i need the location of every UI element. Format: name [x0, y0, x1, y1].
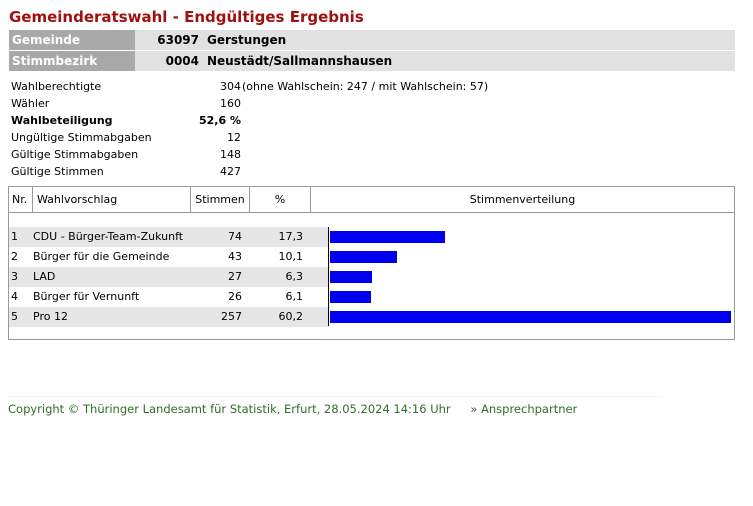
stat-label: Gültige Stimmen [11, 165, 104, 178]
col-header-percent: % [250, 187, 311, 213]
contact-link[interactable]: » Ansprechpartner [470, 402, 578, 416]
row-percent: 60,2 [278, 310, 304, 323]
stat-value: 52,6 % [199, 114, 241, 127]
row-wahlvorschlag: Pro 12 [33, 310, 68, 323]
stat-label: Wähler [11, 97, 50, 110]
stat-value: 12 [227, 131, 241, 144]
row-wahlvorschlag: Bürger für die Gemeinde [33, 250, 170, 263]
row-nr: 3 [11, 270, 18, 283]
row-percent: 17,3 [278, 230, 304, 243]
row-nr: 4 [11, 290, 18, 303]
row-wahlvorschlag: CDU - Bürger-Team-Zukunft [33, 230, 184, 243]
table-row: 2 Bürger für die Gemeinde 43 10,1 [9, 247, 329, 267]
gemeinde-name: Gerstungen [207, 33, 287, 47]
stat-value: 427 [220, 165, 241, 178]
table-row: 3 LAD 27 6,3 [9, 267, 329, 287]
col-header-wahlvorschlag: Wahlvorschlag [33, 187, 191, 213]
chart-bar [330, 231, 445, 243]
stat-label: Wahlberechtigte [11, 80, 102, 93]
row-stimmen: 74 [228, 230, 242, 243]
chart-bar [330, 251, 397, 263]
row-nr: 2 [11, 250, 18, 263]
col-header-nr: Nr. [9, 187, 33, 213]
table-row: 1 CDU - Bürger-Team-Zukunft 74 17,3 [9, 227, 329, 247]
row-stimmen: 27 [228, 270, 242, 283]
row-stimmen: 43 [228, 250, 242, 263]
row-wahlvorschlag: LAD [33, 270, 56, 283]
header-stimmbezirk: Stimmbezirk 0004 Neustädt/Sallmannshause… [9, 51, 735, 71]
gemeinde-number: 63097 [157, 33, 199, 47]
col-header-stimmenverteilung: Stimmenverteilung [311, 187, 734, 213]
stat-label: Gültige Stimmabgaben [11, 148, 139, 161]
row-percent: 10,1 [278, 250, 304, 263]
row-nr: 5 [11, 310, 18, 323]
page-title: Gemeinderatswahl - Endgültiges Ergebnis [9, 8, 364, 26]
table-row: 5 Pro 12 257 60,2 [9, 307, 329, 327]
col-header-stimmen: Stimmen [191, 187, 250, 213]
stat-value: 304 [220, 80, 241, 93]
row-percent: 6,1 [285, 290, 304, 303]
stimmbezirk-name: Neustädt/Sallmannshausen [207, 54, 393, 68]
table-row: 4 Bürger für Vernunft 26 6,1 [9, 287, 329, 307]
results-table: Nr. Wahlvorschlag Stimmen % Stimmenverte… [8, 186, 735, 340]
stimmbezirk-label: Stimmbezirk [9, 51, 135, 71]
stat-label: Ungültige Stimmabgaben [11, 131, 152, 144]
row-nr: 1 [11, 230, 18, 243]
row-stimmen: 257 [221, 310, 242, 323]
gemeinde-label: Gemeinde [9, 30, 135, 50]
chart-bar [330, 291, 371, 303]
row-stimmen: 26 [228, 290, 242, 303]
stimmbezirk-number: 0004 [165, 54, 199, 68]
stat-label: Wahlbeteiligung [11, 114, 113, 127]
copyright-text: Copyright © Thüringer Landesamt für Stat… [8, 402, 451, 416]
row-percent: 6,3 [285, 270, 304, 283]
stat-value: 160 [220, 97, 241, 110]
chart-bar [330, 271, 372, 283]
stat-extra: (ohne Wahlschein: 247 / mit Wahlschein: … [242, 80, 489, 93]
header-gemeinde: Gemeinde 63097 Gerstungen [9, 30, 735, 50]
chart-axis [328, 227, 329, 326]
stat-value: 148 [220, 148, 241, 161]
footer: Copyright © Thüringer Landesamt für Stat… [8, 402, 577, 416]
row-wahlvorschlag: Bürger für Vernunft [33, 290, 140, 303]
chart-bar [330, 311, 731, 323]
